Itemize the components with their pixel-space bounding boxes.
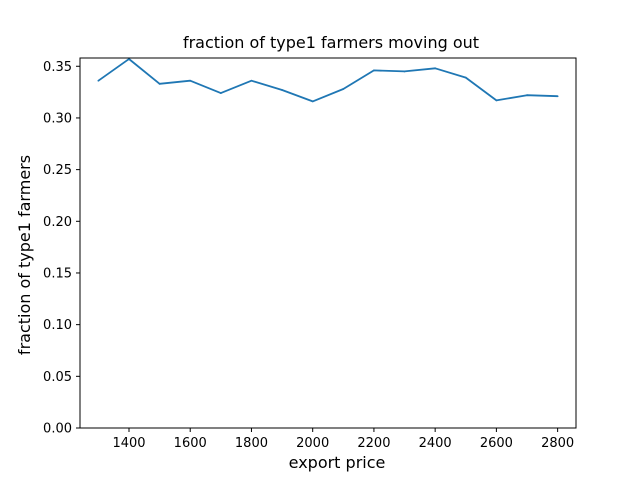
- y-tick-label: 0.30: [43, 111, 72, 126]
- data-point: [373, 69, 375, 72]
- x-tick-label: 2400: [419, 436, 452, 451]
- x-tick-label: 2800: [541, 436, 574, 451]
- y-tick-label: 0.35: [43, 60, 72, 75]
- data-point: [434, 67, 437, 70]
- data-point: [158, 82, 161, 85]
- x-tick-label: 2000: [296, 436, 329, 451]
- data-point: [495, 99, 498, 102]
- chart-title: fraction of type1 farmers moving out: [183, 33, 479, 52]
- data-point: [556, 95, 559, 98]
- plot-frame: [79, 57, 577, 429]
- y-axis-title: fraction of type1 farmers: [15, 155, 34, 355]
- x-tick-label: 1400: [112, 436, 145, 451]
- series-line: [97, 58, 558, 103]
- x-tick-label: 2200: [357, 436, 390, 451]
- y-tick-label: 0.00: [43, 422, 72, 437]
- ticks-layer: 1400 1600 1800 2000 2200 2400 2600 2800 0.00 0.05…: [43, 60, 574, 451]
- data-point: [250, 79, 253, 82]
- x-tick-label: 1800: [235, 436, 268, 451]
- data-point: [219, 92, 222, 95]
- data-point: [464, 76, 467, 79]
- y-tick-label: 0.10: [43, 318, 72, 333]
- data-point: [342, 88, 345, 90]
- x-tick-label: 1600: [174, 436, 207, 451]
- data-point: [403, 70, 406, 73]
- data-point: [97, 79, 100, 82]
- data-point: [311, 100, 314, 103]
- data-point: [281, 89, 283, 91]
- x-tick-label: 2600: [480, 436, 513, 451]
- x-axis-title: export price: [289, 453, 386, 472]
- data-point: [526, 94, 528, 97]
- y-tick-label: 0.20: [43, 215, 72, 230]
- y-tick-label: 0.05: [43, 370, 72, 385]
- y-tick-label: 0.25: [43, 163, 72, 178]
- data-point: [189, 79, 192, 82]
- series-layer: [97, 58, 559, 103]
- data-point: [128, 58, 130, 60]
- y-tick-label: 0.15: [43, 266, 72, 281]
